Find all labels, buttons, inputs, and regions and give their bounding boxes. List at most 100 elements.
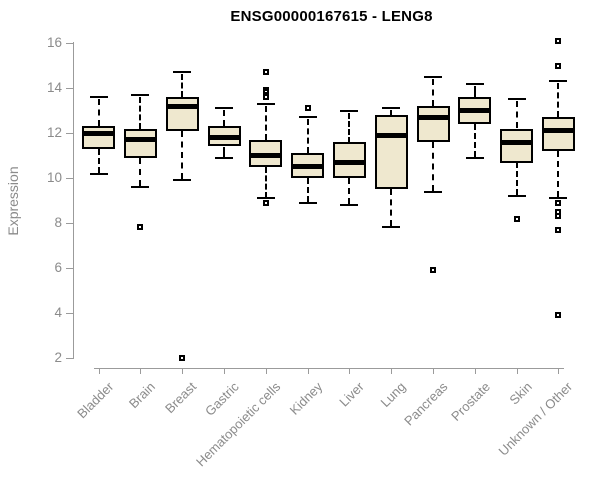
lower-whisker-cap <box>215 157 233 159</box>
x-tick-label: Breast <box>162 379 200 417</box>
lower-whisker <box>348 178 350 204</box>
upper-whisker <box>181 74 183 97</box>
x-tick <box>140 368 141 374</box>
upper-whisker <box>348 113 350 143</box>
x-tick <box>391 368 392 374</box>
outlier-point <box>514 216 520 222</box>
lower-whisker-cap <box>90 173 108 175</box>
upper-whisker <box>474 86 476 97</box>
x-tick <box>308 368 309 374</box>
x-tick <box>558 368 559 374</box>
outlier-point <box>263 94 269 100</box>
x-tick-label: Gastric <box>201 379 242 419</box>
y-tick-label: 16 <box>46 35 62 50</box>
lower-whisker <box>98 149 100 173</box>
median-line <box>375 133 408 138</box>
lower-whisker <box>223 147 225 157</box>
upper-whisker <box>432 79 434 106</box>
lower-whisker-cap <box>257 197 275 199</box>
y-tick <box>66 43 73 44</box>
outlier-point <box>555 312 561 318</box>
median-line <box>124 137 157 142</box>
upper-whisker-cap <box>466 83 484 85</box>
y-tick-label: 6 <box>54 260 62 275</box>
outlier-point <box>555 213 561 219</box>
outlier-point <box>305 105 311 111</box>
y-tick <box>66 133 73 134</box>
x-tick <box>349 368 350 374</box>
x-tick <box>475 368 476 374</box>
lower-whisker <box>474 124 476 157</box>
x-tick-label: Brain <box>125 379 158 412</box>
upper-whisker <box>223 110 225 126</box>
upper-whisker-cap <box>299 116 317 118</box>
upper-whisker-cap <box>549 80 567 82</box>
iqr-box <box>166 97 199 131</box>
y-tick-label: 14 <box>46 80 62 95</box>
upper-whisker-cap <box>257 103 275 105</box>
x-tick <box>224 368 225 374</box>
lower-whisker-cap <box>466 157 484 159</box>
x-tick-label: Pancreas <box>401 379 451 429</box>
median-line <box>458 108 491 113</box>
upper-whisker-cap <box>215 107 233 109</box>
x-tick-label: Bladder <box>74 379 117 422</box>
y-tick <box>66 178 73 179</box>
y-tick <box>66 268 73 269</box>
upper-whisker <box>390 110 392 115</box>
iqr-box <box>500 129 533 163</box>
iqr-box <box>417 106 450 142</box>
outlier-point <box>555 200 561 206</box>
y-tick-label: 4 <box>54 305 62 320</box>
x-tick <box>517 368 518 374</box>
lower-whisker-cap <box>131 186 149 188</box>
outlier-point <box>555 227 561 233</box>
median-line <box>166 104 199 109</box>
lower-whisker <box>139 158 141 186</box>
upper-whisker-cap <box>90 96 108 98</box>
upper-whisker-cap <box>424 76 442 78</box>
x-tick-label: Prostate <box>447 379 493 424</box>
median-line <box>291 164 324 169</box>
lower-whisker-cap <box>508 195 526 197</box>
upper-whisker <box>516 101 518 128</box>
chart-title: ENSG00000167615 - LENG8 <box>230 8 433 25</box>
upper-whisker <box>139 97 141 129</box>
y-tick <box>66 88 73 89</box>
x-tick <box>182 368 183 374</box>
y-tick <box>66 313 73 314</box>
x-tick <box>99 368 100 374</box>
outlier-point <box>263 69 269 75</box>
x-tick-label: Lung <box>377 379 409 411</box>
outlier-point <box>137 224 143 230</box>
outlier-point <box>263 200 269 206</box>
lower-whisker-cap <box>299 202 317 204</box>
lower-whisker-cap <box>382 226 400 228</box>
x-tick-label: Kidney <box>286 379 326 418</box>
upper-whisker <box>557 83 559 117</box>
x-tick-label: Skin <box>506 379 535 408</box>
x-tick <box>433 368 434 374</box>
lower-whisker <box>390 189 392 226</box>
y-tick <box>66 223 73 224</box>
lower-whisker-cap <box>424 191 442 193</box>
y-axis-line <box>73 42 74 359</box>
x-tick <box>266 368 267 374</box>
lower-whisker-cap <box>549 197 567 199</box>
median-line <box>249 153 282 158</box>
lower-whisker-cap <box>173 179 191 181</box>
iqr-box <box>375 115 408 189</box>
upper-whisker <box>307 119 309 153</box>
lower-whisker <box>432 142 434 191</box>
upper-whisker <box>265 106 267 140</box>
x-tick-label: Unknown / Other <box>496 379 576 459</box>
median-line <box>333 160 366 165</box>
upper-whisker-cap <box>508 98 526 100</box>
lower-whisker-cap <box>340 204 358 206</box>
y-tick-label: 8 <box>54 215 62 230</box>
y-tick-label: 10 <box>46 170 62 185</box>
y-tick-label: 2 <box>54 350 62 365</box>
y-tick-label: 12 <box>46 125 62 140</box>
